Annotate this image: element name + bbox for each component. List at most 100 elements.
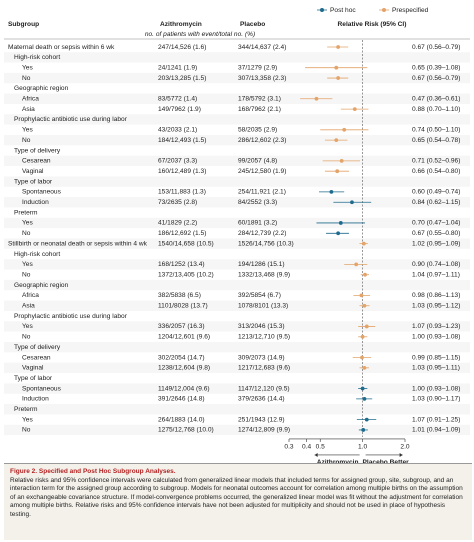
estimate-point <box>336 231 341 236</box>
subgroup-header: High-risk cohort <box>14 54 60 61</box>
legend-label: Prespecified <box>392 7 429 14</box>
estimate-point <box>360 355 364 360</box>
row-band <box>4 424 470 436</box>
row-band <box>4 176 470 187</box>
row-band <box>4 155 470 167</box>
ci-label: 0.65 (0.54–0.78) <box>412 137 460 144</box>
placebo-cell: 309/2073 (14.9) <box>238 354 285 361</box>
placebo-cell: 392/5854 (6.7) <box>238 292 281 299</box>
ci-label: 1.03 (0.90–1.17) <box>412 396 460 403</box>
azithromycin-cell: 1275/12,768 (10.0) <box>158 427 214 434</box>
row-label: Asia <box>22 106 35 113</box>
row-label: Spontaneous <box>22 385 62 392</box>
estimate-point <box>362 397 367 401</box>
subgroup-header: Type of labor <box>14 178 53 185</box>
azithromycin-cell: 1149/12,004 (9.6) <box>158 385 210 392</box>
placebo-cell: 99/2057 (4.8) <box>238 158 277 165</box>
ci-label: 1.01 (0.94–1.09) <box>412 427 460 434</box>
row-label: Yes <box>22 220 33 227</box>
direction-label: Placebo Better <box>361 459 411 467</box>
row-band <box>4 341 470 353</box>
placebo-cell: 84/2552 (3.3) <box>238 199 277 206</box>
placebo-cell: 313/2046 (15.3) <box>238 323 285 330</box>
legend-marker <box>320 8 324 12</box>
ci-label: 0.67 (0.56–0.79) <box>412 75 460 82</box>
row-label: No <box>22 334 31 341</box>
row-label: No <box>22 75 31 82</box>
column-header: Azithromycin <box>160 21 202 28</box>
ci-label: 1.03 (0.95–1.12) <box>412 303 460 310</box>
azithromycin-cell: 184/12,493 (1.5) <box>158 137 206 144</box>
arrow-head <box>399 452 403 457</box>
azithromycin-cell: 41/1829 (2.2) <box>158 220 197 227</box>
azithromycin-cell: 247/14,526 (1.6) <box>158 44 206 51</box>
azithromycin-cell: 24/1241 (1.9) <box>158 64 197 71</box>
placebo-cell: 245/12,580 (1.9) <box>238 168 286 175</box>
x-tick-label: 0.5 <box>316 444 325 451</box>
row-label: Cesarean <box>22 158 51 165</box>
subgroup-header: Preterm <box>14 406 38 413</box>
row-band <box>4 217 470 229</box>
placebo-cell: 1078/8101 (13.3) <box>238 303 288 310</box>
placebo-cell: 1332/13,468 (9.9) <box>238 271 290 278</box>
estimate-point <box>352 107 357 111</box>
estimate-point <box>364 324 369 329</box>
placebo-cell: 307/13,358 (2.3) <box>238 75 286 82</box>
row-band <box>4 238 470 249</box>
ci-label: 0.67 (0.56–0.79) <box>412 44 460 51</box>
row-band <box>4 362 470 374</box>
placebo-cell: 1147/12,120 (9.5) <box>238 385 290 392</box>
estimate-point <box>359 293 364 298</box>
row-label: No <box>22 230 31 237</box>
row-label: No <box>22 427 31 434</box>
azithromycin-cell: 203/13,285 (1.5) <box>158 75 206 82</box>
x-tick-label: 0.4 <box>302 444 311 451</box>
azithromycin-cell: 382/5838 (6.5) <box>158 292 201 299</box>
ci-label: 0.98 (0.86–1.13) <box>412 292 460 299</box>
azithromycin-cell: 1238/12,604 (9.8) <box>158 365 210 372</box>
row-label: Cesarean <box>22 354 51 361</box>
row-label: Yes <box>22 127 33 134</box>
row-label: Yes <box>22 416 33 423</box>
row-label: Stillbirth or neonatal death or sepsis w… <box>8 240 148 247</box>
row-label: No <box>22 137 31 144</box>
column-header: Placebo <box>240 21 265 28</box>
azithromycin-cell: 83/5772 (1.4) <box>158 96 197 103</box>
estimate-point <box>364 417 369 422</box>
row-label: Vaginal <box>22 365 44 372</box>
ci-label: 1.07 (0.91–1.25) <box>412 416 460 423</box>
ci-label: 0.88 (0.70–1.10) <box>412 106 460 113</box>
subgroup-header: Prophylactic antibiotic use during labor <box>14 313 128 320</box>
placebo-cell: 344/14,637 (2.4) <box>238 44 286 51</box>
subheader: no. of patients with event/total no. (%) <box>145 31 255 38</box>
azithromycin-cell: 186/12,692 (1.5) <box>158 230 206 237</box>
estimate-point <box>362 303 367 308</box>
subgroup-header: Type of delivery <box>14 344 61 351</box>
row-label: Yes <box>22 323 33 330</box>
x-tick-label: 2.0 <box>400 444 409 451</box>
placebo-cell: 58/2035 (2.9) <box>238 127 277 134</box>
azithromycin-cell: 1204/12,601 (9.6) <box>158 334 210 341</box>
column-header: Relative Risk (95% CI) <box>338 21 407 28</box>
row-band <box>4 72 470 84</box>
estimate-point <box>354 262 359 267</box>
subgroup-header: High-risk cohort <box>14 251 60 258</box>
ci-label: 0.90 (0.74–1.08) <box>412 261 460 268</box>
ci-label: 1.00 (0.93–1.08) <box>412 334 460 341</box>
row-band <box>4 321 470 332</box>
ci-label: 0.60 (0.49–0.74) <box>412 189 460 196</box>
azithromycin-cell: 168/1252 (13.4) <box>158 261 205 268</box>
placebo-cell: 254/11,921 (2.1) <box>238 189 286 196</box>
row-label: Yes <box>22 64 33 71</box>
azithromycin-cell: 1372/13,405 (10.2) <box>158 271 214 278</box>
placebo-cell: 194/1286 (15.1) <box>238 261 285 268</box>
estimate-point <box>334 138 339 143</box>
azithromycin-cell: 160/12,489 (1.3) <box>158 168 206 175</box>
placebo-cell: 60/1891 (3.2) <box>238 220 277 227</box>
x-tick-label: 1.0 <box>358 444 367 451</box>
estimate-point <box>362 365 367 370</box>
estimate-point <box>334 65 339 70</box>
placebo-cell: 1526/14,756 (10.3) <box>238 240 294 247</box>
estimate-point <box>361 241 366 246</box>
